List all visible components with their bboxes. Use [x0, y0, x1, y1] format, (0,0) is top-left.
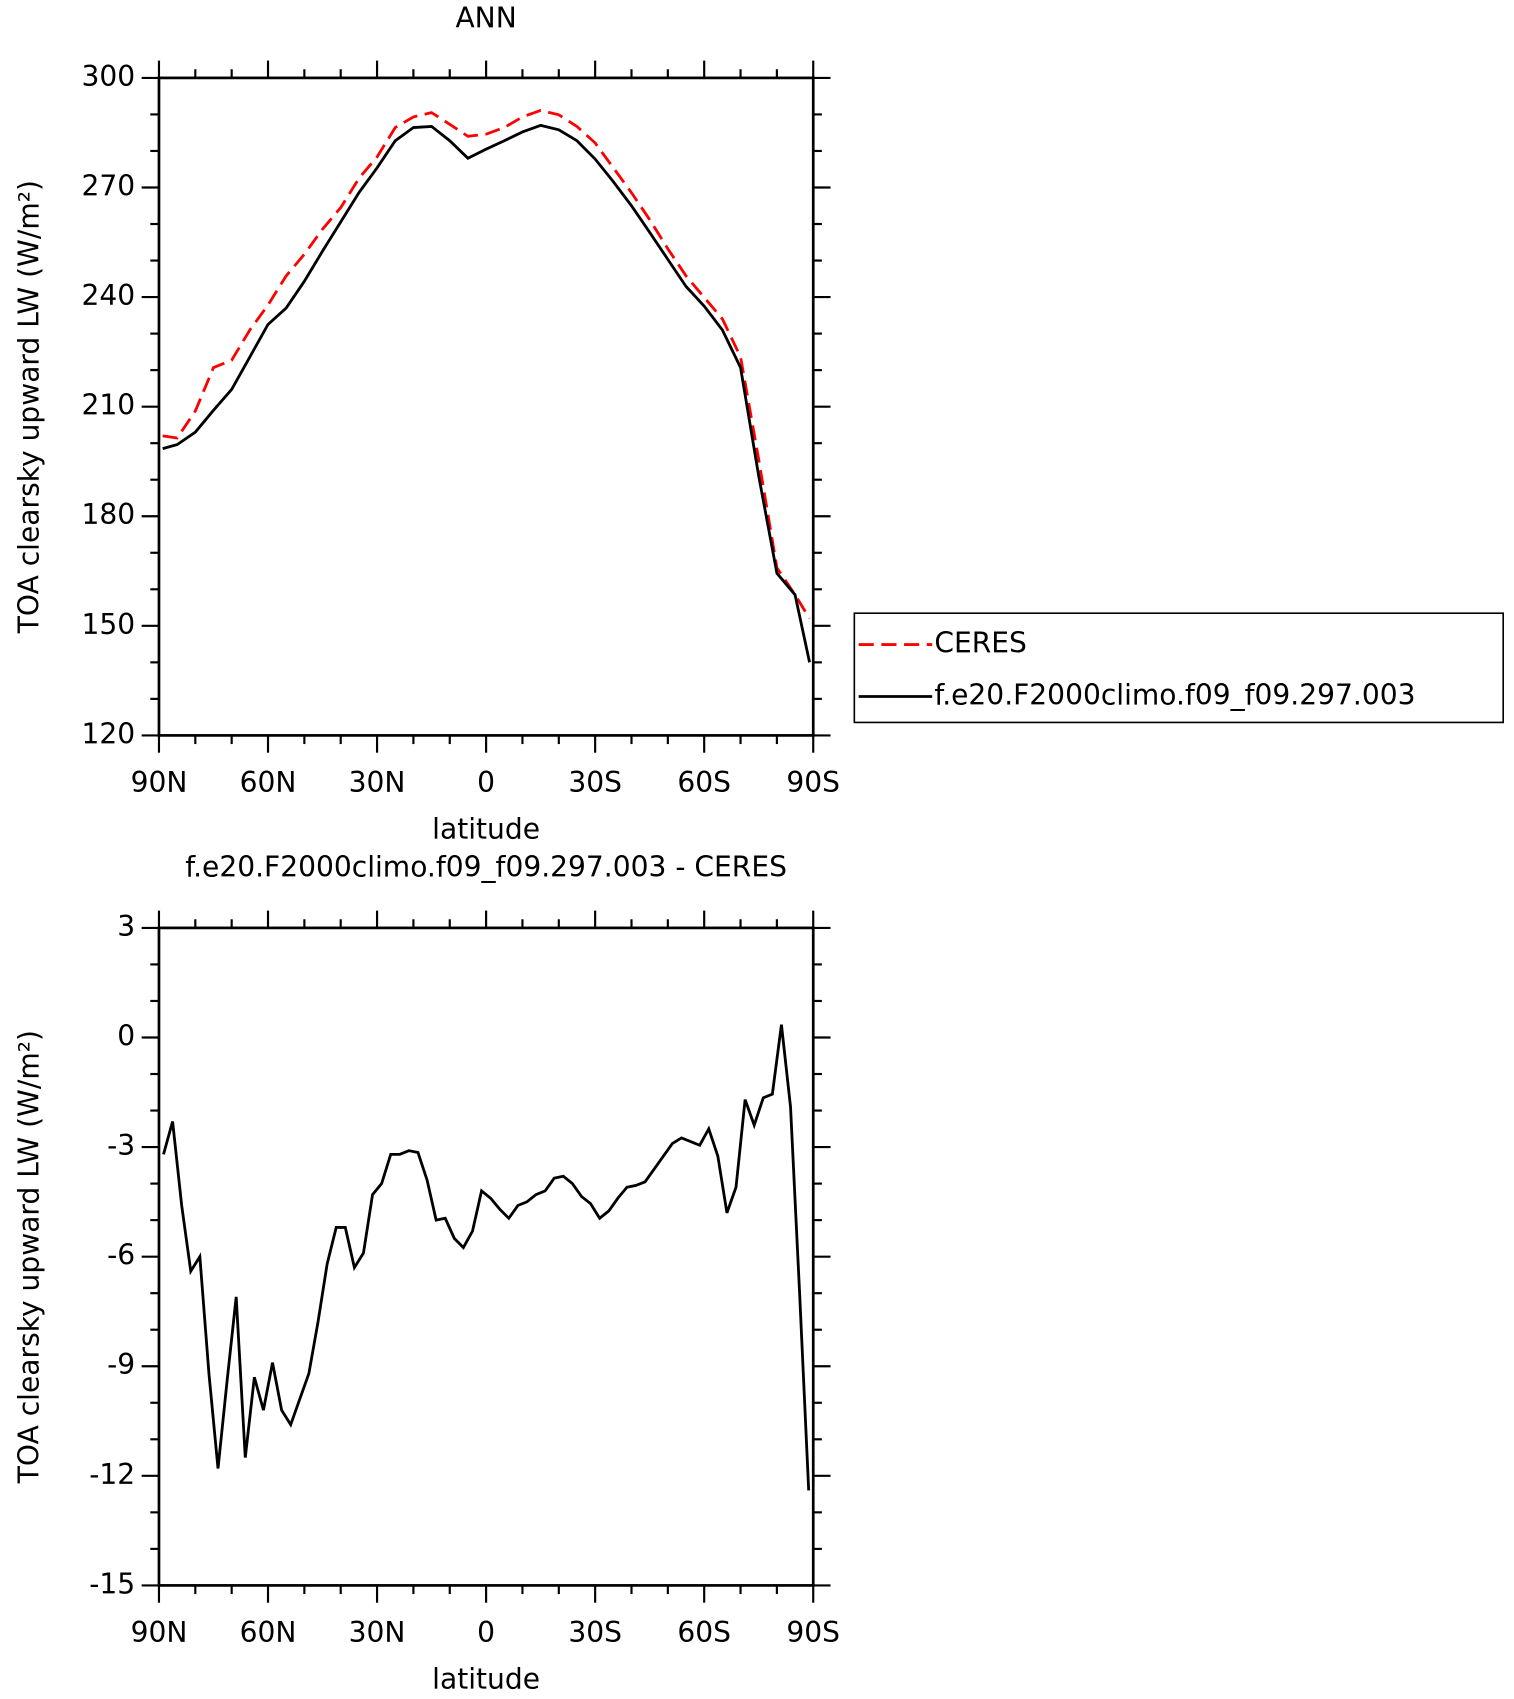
- y-tick-label: -3: [107, 1129, 135, 1162]
- x-tick-label: 30S: [568, 1616, 622, 1649]
- y-tick-label: -9: [107, 1348, 135, 1381]
- data-line: [162, 1024, 811, 1491]
- x-tick-label: 90N: [131, 1616, 188, 1649]
- x-tick-label: 30S: [568, 766, 622, 799]
- x-tick-label: 60S: [677, 1616, 731, 1649]
- legend-box: [853, 612, 1504, 724]
- y-tick-label: 180: [82, 498, 136, 531]
- y-tick-label: 0: [117, 1019, 135, 1052]
- x-axis-label: latitude: [432, 813, 540, 846]
- x-tick-label: 30N: [349, 766, 406, 799]
- x-tick-label: 90S: [786, 1616, 840, 1649]
- y-axis-label: TOA clearsky upward LW (W/m²): [12, 1030, 45, 1484]
- y-tick-label: 120: [82, 717, 136, 750]
- y-tick-label: 240: [82, 279, 136, 312]
- x-tick-label: 90N: [131, 766, 188, 799]
- data-line: [162, 108, 811, 620]
- y-tick-label: 270: [82, 169, 136, 202]
- x-tick-label: 0: [477, 766, 495, 799]
- x-tick-label: 60N: [240, 766, 297, 799]
- data-line: [162, 123, 811, 663]
- y-axis-label: TOA clearsky upward LW (W/m²): [12, 180, 45, 634]
- chart-title: ANN: [455, 2, 516, 35]
- x-axis-label: latitude: [432, 1663, 540, 1696]
- plot-frame: [157, 926, 815, 1587]
- y-tick-label: -6: [107, 1239, 135, 1272]
- x-tick-label: 0: [477, 1616, 495, 1649]
- plot-frame: [157, 76, 815, 737]
- x-tick-label: 60N: [240, 1616, 297, 1649]
- y-tick-label: 210: [82, 389, 136, 422]
- x-tick-label: 30N: [349, 1616, 406, 1649]
- y-tick-label: 300: [82, 60, 136, 93]
- x-tick-label: 60S: [677, 766, 731, 799]
- y-tick-label: -12: [89, 1458, 135, 1491]
- legend-label: CERES: [934, 627, 1027, 660]
- y-tick-label: -15: [89, 1567, 135, 1600]
- y-tick-label: 3: [117, 910, 135, 943]
- x-tick-label: 90S: [786, 766, 840, 799]
- legend-label: f.e20.F2000climo.f09_f09.297.003: [934, 678, 1415, 711]
- chart-title: f.e20.F2000climo.f09_f09.297.003 - CERES: [185, 850, 787, 883]
- y-tick-label: 150: [82, 608, 136, 641]
